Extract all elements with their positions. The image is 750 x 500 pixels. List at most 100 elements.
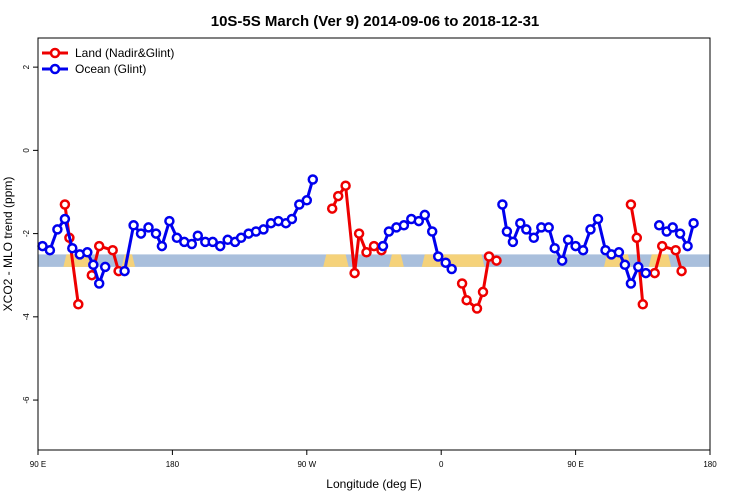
x-axis: 90 E 180 90 W 0 90 E 180 bbox=[30, 450, 717, 469]
data-point-ocean bbox=[294, 199, 305, 210]
data-point-ocean bbox=[192, 230, 204, 241]
data-point-land bbox=[107, 244, 118, 256]
series-ocean bbox=[37, 174, 699, 289]
data-point-ocean bbox=[667, 222, 678, 233]
data-point-land bbox=[491, 255, 502, 266]
data-point-ocean bbox=[398, 220, 410, 231]
plot-area bbox=[37, 174, 710, 314]
data-point-ocean bbox=[186, 238, 198, 250]
surface-band-land bbox=[63, 254, 92, 267]
data-point-land bbox=[477, 286, 489, 298]
legend-marker bbox=[49, 63, 61, 75]
data-point-land bbox=[340, 180, 351, 191]
data-point-ocean bbox=[128, 220, 139, 231]
y-tick-label: 0 bbox=[22, 148, 31, 153]
data-point-ocean bbox=[440, 257, 451, 268]
series-land bbox=[59, 180, 687, 314]
data-point-land bbox=[456, 278, 468, 289]
data-point-ocean bbox=[82, 247, 93, 258]
data-point-ocean bbox=[640, 267, 652, 279]
data-point-ocean bbox=[674, 228, 686, 239]
data-point-ocean bbox=[156, 240, 168, 252]
data-point-land bbox=[670, 244, 681, 256]
x-axis-label: Longitude (deg E) bbox=[326, 477, 421, 491]
legend-marker bbox=[49, 47, 61, 59]
data-point-land bbox=[649, 267, 660, 279]
data-point-ocean bbox=[214, 240, 226, 252]
data-point-ocean bbox=[543, 222, 554, 233]
surface-band-ocean bbox=[38, 254, 710, 267]
data-point-land bbox=[73, 299, 84, 310]
data-point-ocean bbox=[619, 259, 631, 271]
data-point-ocean bbox=[93, 278, 105, 289]
data-point-land bbox=[349, 267, 360, 279]
x-tick-label: 0 bbox=[439, 460, 444, 469]
series-line-land bbox=[629, 204, 645, 305]
data-point-ocean bbox=[67, 242, 78, 254]
surface-band-land bbox=[323, 254, 349, 267]
data-point-ocean bbox=[44, 244, 56, 256]
legend-label: Ocean (Glint) bbox=[75, 62, 146, 76]
data-point-ocean bbox=[432, 251, 444, 262]
data-point-ocean bbox=[99, 261, 111, 273]
data-point-ocean bbox=[307, 174, 319, 185]
data-point-ocean bbox=[515, 217, 526, 229]
data-point-ocean bbox=[164, 215, 175, 227]
data-point-ocean bbox=[562, 234, 574, 246]
y-tick-label: -2 bbox=[22, 229, 31, 237]
data-point-ocean bbox=[235, 232, 247, 244]
data-point-ocean bbox=[207, 236, 218, 248]
chart-title: 10S-5S March (Ver 9) 2014-09-06 to 2018-… bbox=[211, 13, 540, 30]
legend-label: Land (Nadir&Glint) bbox=[75, 46, 174, 60]
data-point-ocean bbox=[150, 228, 162, 239]
legend-item-ocean: Ocean (Glint) bbox=[42, 62, 146, 76]
data-point-ocean bbox=[52, 224, 63, 235]
data-point-land bbox=[461, 294, 472, 306]
surface-band-land bbox=[648, 254, 672, 267]
series-line-land bbox=[653, 244, 684, 274]
data-point-land bbox=[637, 299, 649, 310]
data-point-ocean bbox=[119, 265, 130, 277]
data-point-ocean bbox=[501, 226, 513, 237]
y-tick-label: 2 bbox=[22, 64, 31, 69]
data-point-ocean bbox=[528, 232, 540, 244]
data-point-ocean bbox=[585, 224, 596, 235]
x-tick-label: 180 bbox=[703, 460, 717, 469]
y-tick-label: -4 bbox=[22, 313, 31, 321]
data-point-ocean bbox=[549, 242, 560, 254]
data-point-land bbox=[483, 251, 495, 262]
data-point-land bbox=[471, 303, 483, 314]
data-point-ocean bbox=[301, 195, 313, 206]
x-tick-label: 90 E bbox=[30, 460, 46, 469]
data-point-ocean bbox=[633, 261, 644, 273]
y-tick-label: -6 bbox=[22, 396, 31, 404]
data-point-ocean bbox=[653, 220, 665, 231]
plot-frame bbox=[37, 37, 711, 451]
data-point-land bbox=[326, 203, 338, 214]
data-point-ocean bbox=[88, 259, 99, 271]
x-tick-label: 90 E bbox=[567, 460, 583, 469]
data-point-ocean bbox=[135, 228, 147, 239]
data-point-ocean bbox=[613, 247, 625, 258]
data-point-ocean bbox=[286, 213, 298, 225]
data-point-ocean bbox=[577, 244, 589, 256]
x-tick-label: 90 W bbox=[297, 460, 316, 469]
data-point-land bbox=[93, 240, 105, 252]
data-point-ocean bbox=[143, 222, 154, 233]
data-point-land bbox=[656, 240, 668, 252]
data-point-ocean bbox=[570, 240, 581, 252]
data-point-ocean bbox=[497, 199, 508, 210]
data-point-land bbox=[59, 199, 71, 210]
data-point-ocean bbox=[446, 263, 457, 275]
data-point-land bbox=[353, 228, 365, 239]
surface-band-land bbox=[388, 254, 404, 267]
legend-item-land: Land (Nadir&Glint) bbox=[42, 46, 174, 60]
data-point-land bbox=[676, 265, 687, 277]
data-point-land bbox=[361, 247, 372, 258]
data-point-ocean bbox=[419, 209, 431, 221]
data-point-land bbox=[625, 199, 637, 210]
data-point-ocean bbox=[688, 217, 699, 229]
y-axis-label: XCO2 - MLO trend (ppm) bbox=[1, 177, 15, 312]
data-point-ocean bbox=[507, 236, 519, 248]
